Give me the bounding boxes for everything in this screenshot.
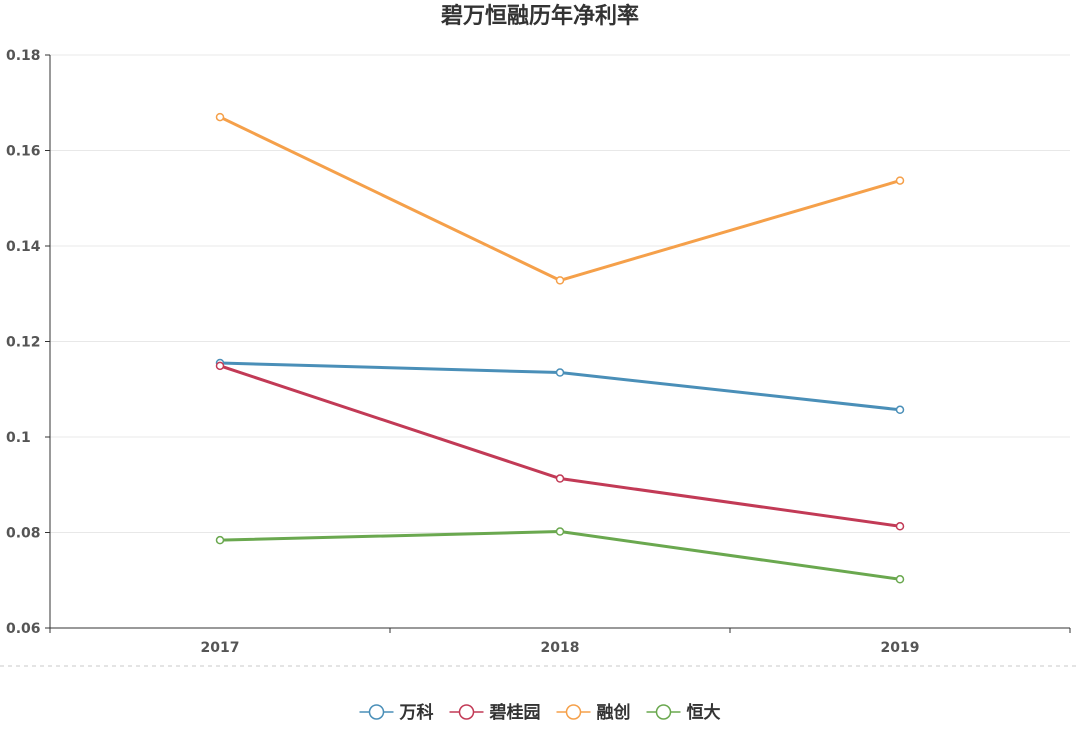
y-tick-label: 0.16 xyxy=(6,144,41,160)
data-point xyxy=(555,276,565,285)
data-point xyxy=(895,575,905,584)
data-point xyxy=(895,522,905,531)
legend-circle-icon xyxy=(565,704,582,720)
y-tick-label: 0.18 xyxy=(6,48,41,64)
data-point xyxy=(555,368,565,377)
series-line xyxy=(219,530,901,581)
legend-circle-icon xyxy=(458,704,475,720)
y-tick-label: 0.12 xyxy=(6,335,41,351)
y-tick-label: 0.08 xyxy=(6,526,41,542)
x-tick-label: 2017 xyxy=(201,640,240,656)
data-point xyxy=(895,405,905,415)
legend-circle-icon xyxy=(655,704,672,720)
y-tick-label: 0.1 xyxy=(6,430,31,446)
legend-label: 万科 xyxy=(399,702,434,723)
y-tick-label: 0.06 xyxy=(6,621,41,637)
legend-label: 恒大 xyxy=(687,702,721,723)
data-point xyxy=(895,176,905,185)
y-tick-label: 0.14 xyxy=(6,239,41,255)
data-point xyxy=(215,361,225,371)
chart-title: 碧万恒融历年净利率 xyxy=(440,4,639,29)
data-point xyxy=(555,474,565,483)
legend-circle-icon xyxy=(368,704,385,720)
data-point xyxy=(215,112,225,122)
legend-label: 融创 xyxy=(597,702,631,723)
data-point xyxy=(555,527,565,536)
series-line xyxy=(219,115,901,282)
data-point xyxy=(215,535,225,545)
series-line xyxy=(219,364,901,528)
x-tick-label: 2018 xyxy=(541,640,580,656)
x-tick-label: 2019 xyxy=(881,640,920,656)
legend-label: 碧桂园 xyxy=(489,702,541,723)
